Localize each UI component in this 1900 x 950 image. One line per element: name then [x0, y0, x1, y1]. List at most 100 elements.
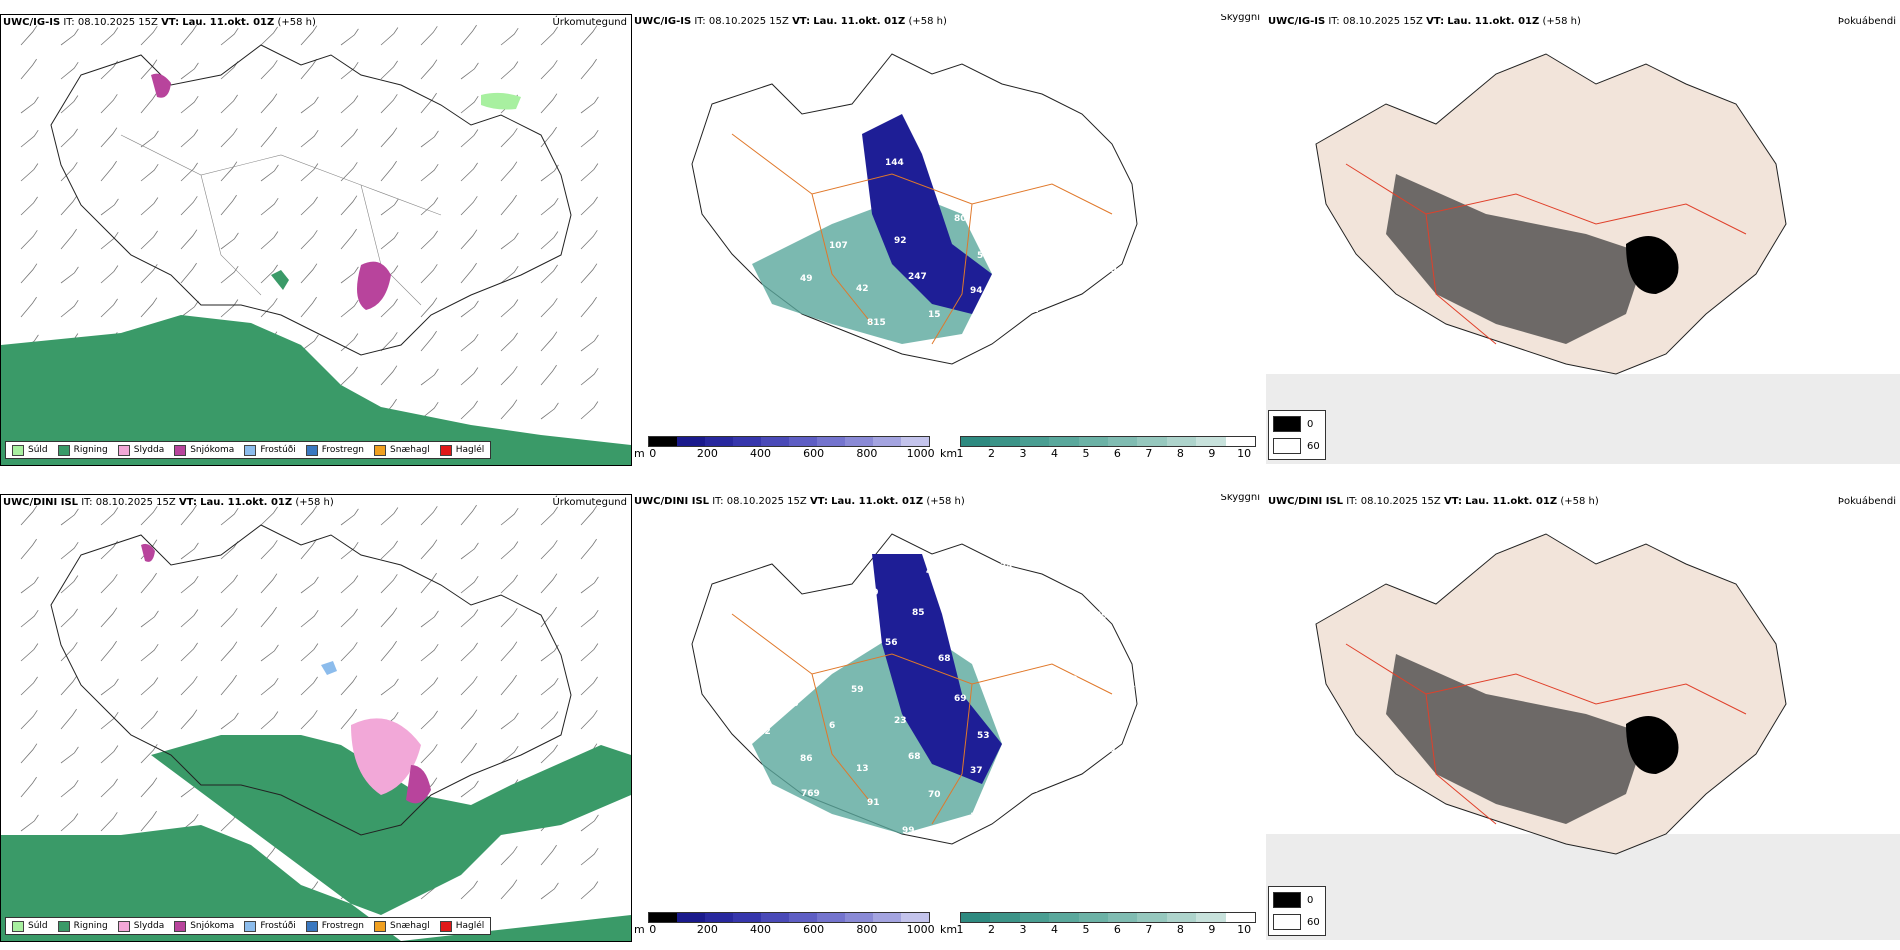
visibility-value: 112 [752, 727, 771, 737]
visibility-value: 68 [938, 654, 951, 664]
visibility-value: 379 [1059, 675, 1078, 685]
legend-swatch [374, 920, 387, 932]
wind-barb [180, 300, 199, 318]
wind-barb [20, 776, 37, 798]
wind-barb [60, 266, 79, 284]
visibility-value: 6 [829, 721, 836, 731]
wind-barb [420, 264, 438, 284]
drizzle-patch [481, 92, 521, 110]
fog-panel-1: UWC/IG-IS IT: 08.10.2025 15Z VT: Lau. 11… [1266, 14, 1900, 464]
visibility-value: 23 [894, 716, 907, 726]
colorbar-tick: 8 [1176, 923, 1184, 936]
legend-label: Frostúði [260, 921, 296, 931]
wind-barb [100, 298, 118, 318]
blue-area [862, 114, 992, 314]
wind-barb [20, 676, 38, 696]
legend-item: Frostúði [244, 444, 296, 456]
wind-barb [100, 27, 119, 46]
wind-barb [300, 538, 317, 560]
legend-item: Snjókoma [174, 444, 234, 456]
visibility-value: 15 [928, 310, 941, 320]
visibility-value: 94 [970, 286, 983, 296]
wind-barb [140, 572, 157, 594]
wind-barb [420, 368, 439, 386]
wind-barb [180, 62, 199, 80]
visibility-value: 86 [800, 754, 813, 764]
wind-barb [340, 162, 358, 182]
wind-barb [20, 505, 38, 526]
wind-barb [220, 641, 238, 662]
wind-barb [260, 60, 278, 80]
wind-barb [460, 62, 479, 80]
wind-barb [140, 710, 158, 730]
colorbar-tick: 1 [956, 923, 964, 936]
colorbar-tick: 600 [803, 447, 825, 460]
wind-barb [380, 607, 398, 628]
wind-barb [60, 813, 79, 832]
wind-barb [500, 507, 519, 526]
dark-fog-area [1386, 654, 1646, 824]
legend-item: Súld [12, 920, 48, 932]
wind-barb [180, 129, 199, 148]
wind-barb [540, 844, 557, 866]
visibility-value: 12 [1091, 705, 1104, 715]
legend-swatch [57, 444, 70, 456]
wind-barb [260, 540, 278, 560]
roads [1345, 163, 1747, 345]
precip-map [1, 504, 631, 941]
wind-barb [20, 814, 39, 832]
wind-barb [60, 299, 79, 318]
legend-item: Frostregn [305, 920, 365, 932]
wind-barb [340, 95, 359, 114]
visibility-map [691, 533, 1138, 845]
precip-legend: Súld Rigning Slydda Snjókoma Frostúði Frostre… [5, 441, 492, 459]
visibility-value: 214 [829, 620, 848, 630]
wind-barb [100, 507, 119, 526]
legend-label: Súld [28, 445, 48, 455]
visibility-value: 61 [912, 128, 925, 138]
visibility-value: 196 [1129, 680, 1148, 690]
colorbar-tick: 7 [1145, 923, 1153, 936]
legend-label: Frostregn [321, 445, 365, 455]
sea-fog [1266, 834, 1900, 940]
visibility-value: 105 [1020, 785, 1039, 795]
wind-barb [340, 508, 359, 526]
wind-barb [580, 367, 599, 386]
visibility-value: 70 [928, 790, 941, 800]
visibility-value: 49 [800, 274, 813, 284]
wind-barb [460, 642, 478, 662]
wind-barb [580, 196, 598, 216]
wind-barb [180, 95, 199, 114]
wind-barb [460, 575, 479, 594]
wind-barb [420, 744, 438, 764]
visibility-value: 12 [965, 112, 978, 122]
wind-barb [540, 126, 557, 148]
wind-barb [460, 262, 477, 284]
visibility-panel-2: UWC/DINI ISL IT: 08.10.2025 15Z VT: Lau.… [632, 494, 1264, 940]
wind-barb [60, 128, 78, 148]
wind-barb [500, 879, 518, 900]
wind-barb [340, 228, 357, 250]
colorbar-km: km 1 2 3 4 5 6 7 8 9 10 [940, 436, 1262, 460]
wind-barb [60, 675, 78, 696]
wind-barb [460, 95, 479, 114]
iceland-outline [50, 524, 572, 836]
visibility-value: 171 [1098, 745, 1117, 755]
wind-barb [60, 28, 79, 46]
visibility-value: 80 [954, 214, 967, 224]
wind-barb [460, 780, 479, 798]
wind-barb [540, 573, 558, 594]
colorbar-tick: 5 [1082, 923, 1090, 936]
wind-barb [300, 296, 317, 318]
visibility-value: 56 [1059, 195, 1072, 205]
visibility-value: 67 [774, 622, 787, 632]
visibility-value: 79 [981, 147, 994, 157]
wind-barb [540, 93, 558, 114]
rain-patch [271, 270, 289, 290]
legend-label: Frostregn [321, 921, 365, 931]
wind-barb [20, 643, 39, 662]
wind-barb [180, 162, 198, 182]
wind-barb [500, 608, 518, 628]
wind-barb [580, 296, 597, 318]
colorbar-tick: 1 [956, 447, 964, 460]
